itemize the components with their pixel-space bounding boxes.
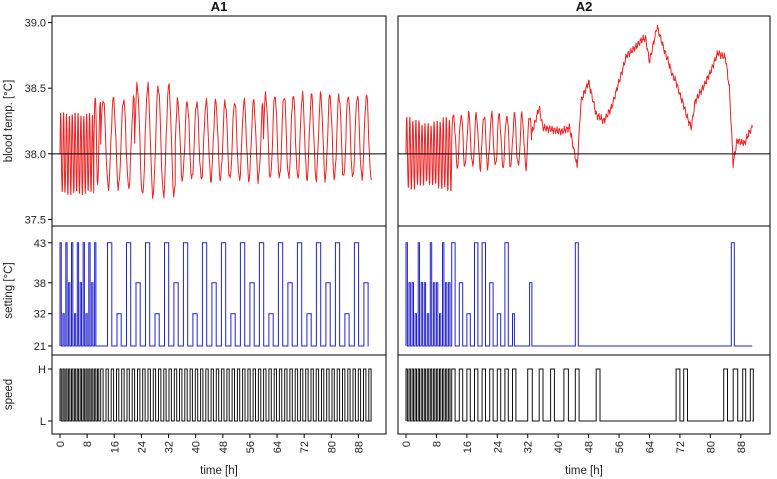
heater-setting-line xyxy=(405,242,753,347)
y-axis-label: blood temp. [°C] xyxy=(3,80,15,163)
y-tick-label: 39.0 xyxy=(25,18,46,30)
x-tick-label: 88 xyxy=(353,441,365,453)
x-tick-label: 16 xyxy=(462,441,474,453)
plot-frame xyxy=(397,225,771,356)
x-tick-label: 40 xyxy=(553,441,565,453)
x-tick-label: 80 xyxy=(326,441,338,453)
blood-temp-line xyxy=(59,81,372,199)
y-tick-label: L xyxy=(40,416,46,428)
x-tick-label: 24 xyxy=(492,441,504,453)
row-fan-speed xyxy=(397,354,771,435)
x-tick-label: 8 xyxy=(82,441,94,447)
blood-temp-line xyxy=(405,24,753,192)
row-blood-temperature xyxy=(397,15,771,227)
plot-frame xyxy=(51,354,387,435)
fan-speed-line xyxy=(59,368,372,422)
x-tick-label: 72 xyxy=(299,441,311,453)
y-tick-label: 21 xyxy=(34,341,46,353)
y-tick-label: 32 xyxy=(34,309,46,321)
panel-title: A2 xyxy=(576,0,593,14)
x-tick-label: 0 xyxy=(401,441,413,447)
x-tick-label: 88 xyxy=(736,441,748,453)
panel-title: A1 xyxy=(211,0,228,14)
y-tick-label: 38 xyxy=(34,278,46,290)
x-tick-label: 24 xyxy=(136,441,148,453)
plot-frame xyxy=(397,354,771,435)
x-tick-label: 64 xyxy=(272,441,284,453)
x-tick-label: 64 xyxy=(644,441,656,453)
y-axis-label: setting [°C] xyxy=(3,262,15,318)
x-tick-label: 16 xyxy=(109,441,121,453)
x-tick-label: 8 xyxy=(431,441,443,447)
x-tick-label: 32 xyxy=(164,441,176,453)
row-heater-setting xyxy=(397,225,771,356)
heater-setting-line xyxy=(59,242,369,347)
row-heater-setting: 21 32 38 43 setting [°C] xyxy=(3,225,387,356)
panel-A1: A1 37.5 38.0 38.5 39.0 blood temp. [°C] 21 32 38… xyxy=(3,0,387,477)
y-axis-label: speed xyxy=(3,379,15,410)
x-tick-label: 40 xyxy=(191,441,203,453)
y-tick-label: H xyxy=(38,364,46,376)
x-tick-label: 72 xyxy=(675,441,687,453)
x-tick-label: 56 xyxy=(614,441,626,453)
x-tick-label: 32 xyxy=(523,441,535,453)
x-tick-label: 48 xyxy=(218,441,230,453)
x-tick-label: 56 xyxy=(245,441,257,453)
x-tick-label: 48 xyxy=(584,441,596,453)
fan-speed-line xyxy=(405,368,754,422)
y-tick-label: 38.0 xyxy=(25,149,46,161)
row-blood-temperature: 37.5 38.0 38.5 39.0 blood temp. [°C] xyxy=(3,15,387,227)
x-tick-label: 0 xyxy=(55,441,67,447)
x-axis-label: time [h] xyxy=(565,465,603,477)
y-tick-label: 37.5 xyxy=(25,214,46,226)
plot-frame xyxy=(51,15,387,227)
x-tick-label: 80 xyxy=(705,441,717,453)
y-tick-label: 43 xyxy=(34,238,46,250)
x-axis-label: time [h] xyxy=(200,465,238,477)
y-tick-label: 38.5 xyxy=(25,83,46,95)
panel-A2: A2 0 8 16 24 32 40 48 56 64 72 80 88 time [h] xyxy=(397,0,771,477)
